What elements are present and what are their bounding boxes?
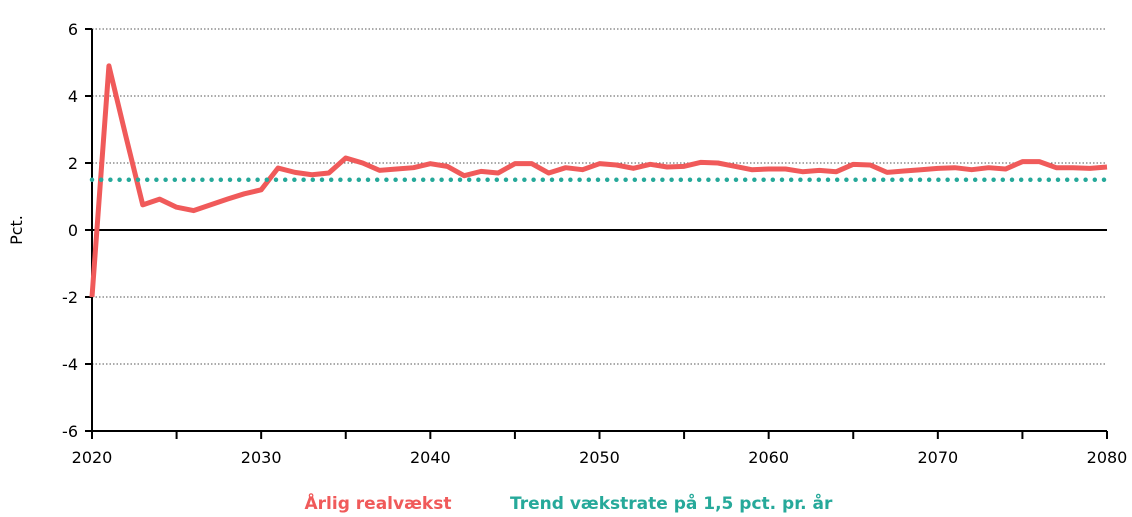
y-axis-label: Pct. <box>7 215 26 245</box>
x-tick-label: 2030 <box>241 448 282 467</box>
y-tick-label: 6 <box>68 20 78 39</box>
x-tick-label: 2080 <box>1087 448 1128 467</box>
x-tick-label: 2060 <box>748 448 789 467</box>
x-tick-label: 2070 <box>917 448 958 467</box>
y-tick-label: 4 <box>68 87 78 106</box>
series-line-real-growth <box>89 63 1108 298</box>
y-tick-label: -4 <box>62 355 78 374</box>
x-tick-label: 2020 <box>72 448 113 467</box>
y-tick-label: 0 <box>68 221 78 240</box>
y-tick-label: -6 <box>62 422 78 441</box>
legend-item-trend: Trend vækstrate på 1,5 pct. pr. år <box>510 492 833 514</box>
x-tick-label: 2040 <box>410 448 451 467</box>
legend-item-real-growth: Årlig realvækst <box>305 491 452 514</box>
x-tick-label: 2050 <box>579 448 620 467</box>
series-layer <box>89 63 1110 298</box>
legend: Årlig realvækst Trend vækstrate på 1,5 pc… <box>305 491 834 514</box>
axes <box>85 28 1108 439</box>
y-tick-label: -2 <box>62 288 78 307</box>
y-tick-label: 2 <box>68 154 78 173</box>
tick-labels: -6 -4 -2 0 2 4 6 2020 2030 2040 2050 2060 2070 2080 <box>62 20 1127 467</box>
